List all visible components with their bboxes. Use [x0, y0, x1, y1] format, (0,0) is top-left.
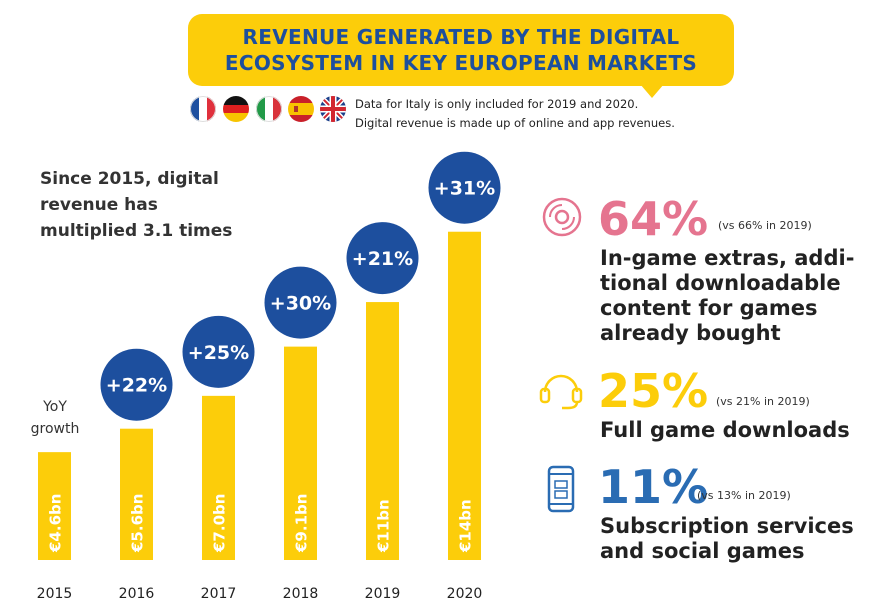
bar-value-label-2015: €4.6bn — [47, 494, 65, 553]
title-line-1: REVENUE GENERATED BY THE DIGITAL — [242, 25, 680, 49]
stat-vs-1: (vs 66% in 2019) — [718, 219, 812, 232]
x-tick-label-2019: 2019 — [365, 586, 401, 602]
yoy-growth-label: YoY growth — [22, 396, 88, 440]
bar-2016 — [120, 428, 153, 560]
growth-label-2020: +31% — [434, 178, 495, 200]
stat-value-1: 64% — [598, 192, 709, 246]
bar-2017 — [202, 395, 235, 560]
bar-2019 — [366, 302, 399, 560]
disc-icon — [542, 197, 582, 237]
bar-2020 — [448, 231, 481, 561]
bar-value-label-2016: €5.6bn — [129, 494, 147, 553]
growth-label-2019: +21% — [352, 248, 413, 270]
revenue-bar-chart: €4.6bn 2015 €5.6bn 2016 +22% €7.0bn 2017 +25% €9… — [37, 151, 501, 602]
spain-flag-icon — [288, 96, 314, 122]
growth-label-2018: +30% — [270, 293, 331, 315]
growth-circle-2020 — [428, 151, 501, 224]
uk-flag-icon — [320, 96, 346, 122]
yoy-line-1: YoY — [43, 399, 67, 415]
callout-line-3: multiplied 3.1 times — [40, 221, 233, 241]
germany-flag-icon — [223, 96, 249, 122]
mobile-phone-icon — [547, 465, 575, 513]
title-line-2: ECOSYSTEM IN KEY EUROPEAN MARKETS — [224, 51, 698, 75]
growth-label-2017: +25% — [188, 342, 249, 364]
stat-1-line-1: In-game extras, addi- — [600, 246, 855, 270]
note-italy: Data for Italy is only included for 2019… — [355, 97, 639, 111]
bar-value-label-2017: €7.0bn — [211, 494, 229, 553]
bar-2018 — [284, 346, 317, 560]
stat-2-line-1: Full game downloads — [600, 418, 850, 442]
stat-3-line-2: and social games — [600, 539, 805, 563]
x-tick-label-2016: 2016 — [119, 586, 155, 602]
stat-value-3: 11% — [598, 460, 709, 514]
note-digital: Digital revenue is made up of online and… — [355, 116, 675, 130]
growth-circle-2019 — [346, 222, 419, 295]
stat-1-line-3: content for games — [600, 296, 818, 320]
x-tick-label-2017: 2017 — [201, 586, 237, 602]
x-tick-label-2018: 2018 — [283, 586, 319, 602]
stat-1-line-2: tional downloadable — [600, 271, 841, 295]
stat-value-2: 25% — [598, 364, 709, 418]
footnotes: Data for Italy is only included for 2019… — [355, 95, 675, 133]
italy-flag-icon — [256, 96, 282, 122]
stat-vs-2: (vs 21% in 2019) — [716, 395, 810, 408]
france-flag-icon — [190, 96, 216, 122]
yoy-line-2: growth — [30, 421, 80, 437]
bar-2015 — [38, 452, 71, 560]
growth-label-2016: +22% — [106, 375, 167, 397]
stat-description-1: In-game extras, addi- tional downloadabl… — [600, 246, 854, 346]
stat-description-3: Subscription services and social games — [600, 514, 854, 564]
stat-description-2: Full game downloads — [600, 418, 850, 443]
x-tick-label-2020: 2020 — [447, 586, 483, 602]
growth-circle-2016 — [100, 348, 173, 421]
headset-icon — [539, 374, 583, 410]
stat-3-line-1: Subscription services — [600, 514, 854, 538]
banner-tail — [640, 84, 664, 98]
bar-value-label-2019: €11bn — [375, 499, 393, 553]
growth-circle-2018 — [264, 266, 337, 339]
growth-callout: Since 2015, digital revenue has multipli… — [40, 166, 240, 244]
bar-value-label-2020: €14bn — [457, 499, 475, 553]
stat-vs-3: (vs 13% in 2019) — [697, 489, 791, 502]
callout-line-2: revenue has — [40, 195, 158, 215]
x-tick-label-2015: 2015 — [37, 586, 73, 602]
callout-line-1: Since 2015, digital — [40, 169, 219, 189]
bar-value-label-2018: €9.1bn — [293, 494, 311, 553]
title-banner: REVENUE GENERATED BY THE DIGITAL ECOSYST… — [188, 14, 734, 86]
growth-circle-2017 — [182, 315, 255, 388]
stat-1-line-4: already bought — [600, 321, 781, 345]
